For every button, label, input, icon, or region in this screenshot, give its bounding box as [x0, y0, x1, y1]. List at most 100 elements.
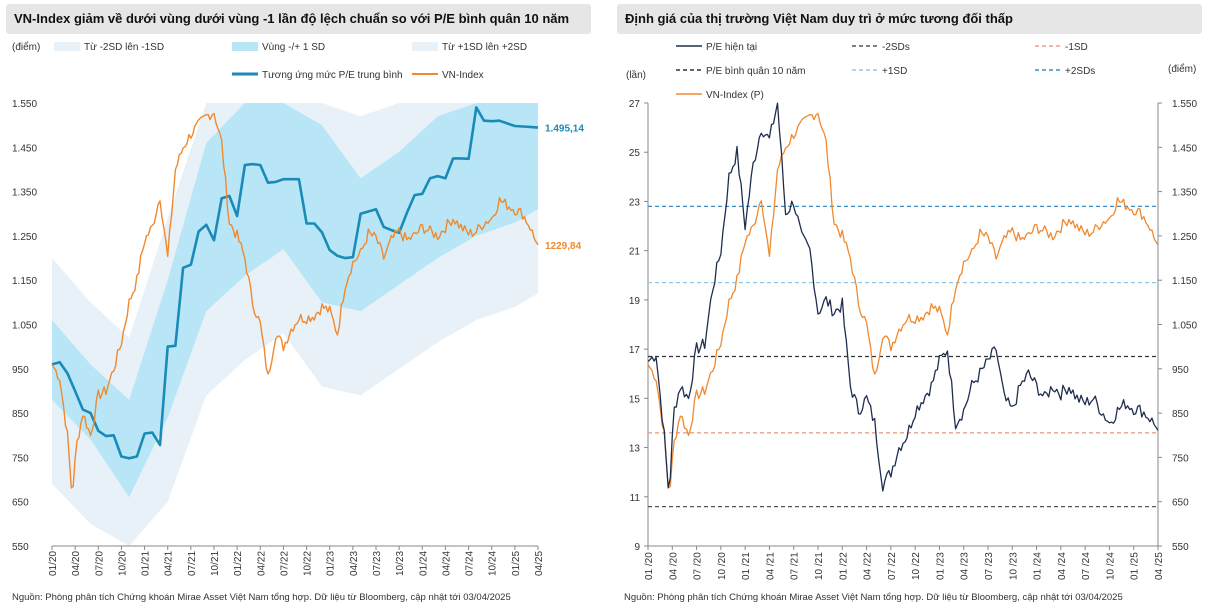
right-x-tick-label: 01 /23	[935, 552, 946, 580]
right-x-tick-label: 04 /20	[668, 552, 679, 580]
left-y-tick-label: 950	[12, 365, 29, 376]
right-y2-tick-label: 1.550	[1172, 99, 1197, 110]
left-x-tick-label: 10/24	[488, 551, 499, 576]
right-chart-source: Nguồn: Phòng phân tích Chứng khoán Mirae…	[624, 592, 1123, 603]
legend-label-minus1sd: -1SD	[1065, 42, 1088, 53]
legend-swatch-1sd-band	[232, 42, 258, 51]
left-x-tick-label: 01/21	[141, 551, 152, 576]
legend-label-minus2sd: -2SDs	[882, 42, 910, 53]
right-y2-tick-label: 650	[1172, 498, 1189, 509]
right-y2-tick-label: 1.450	[1172, 143, 1197, 154]
legend-label-vnindex: VN-Index	[442, 70, 484, 81]
series-vnindex-line	[51, 112, 539, 489]
right-y2-tick-label: 1.150	[1172, 276, 1197, 287]
right-y-tick-label: 11	[630, 493, 641, 504]
right-chart: P/E hiện tại -2SDs -1SD P/E bình quân 10 nă…	[626, 42, 1197, 580]
left-y-tick-label: 550	[12, 542, 29, 553]
left-x-tick-label: 04/22	[256, 551, 267, 576]
right-chart-title: Định giá của thị trường Việt Nam duy trì…	[617, 4, 1202, 34]
left-x-tick-label: 04/20	[71, 551, 82, 576]
left-x-tick-label: 10/22	[303, 551, 314, 576]
series-pe-line	[647, 102, 1159, 492]
left-x-tick-label: 07/24	[465, 551, 476, 576]
legend-label-pe: P/E hiện tại	[706, 42, 757, 53]
right-x-tick-label: 04 /21	[765, 552, 776, 580]
right-y2-tick-label: 1.050	[1172, 321, 1197, 332]
series-fair-pe-line	[51, 106, 538, 460]
left-x-tick-label: 04/21	[164, 551, 175, 576]
right-x-tick-label: 10 /22	[911, 552, 922, 580]
right-unit-right: (điểm)	[1168, 63, 1196, 75]
left-x-tick-label: 04/25	[534, 551, 545, 576]
left-unit-label: (điểm)	[12, 41, 40, 53]
legend-label-vnindex: VN-Index (P)	[706, 90, 764, 101]
left-x-tick-label: 04/23	[349, 551, 360, 576]
left-x-tick-label: 01/20	[48, 551, 59, 576]
left-x-tick-label: 01/22	[233, 551, 244, 576]
annotation-vnindex-value: 1229,84	[545, 241, 582, 252]
right-x-tick-label: 04 /23	[960, 552, 971, 580]
right-x-tick-label: 01 /20	[644, 552, 655, 580]
left-x-tick-label: 01/25	[511, 551, 522, 576]
band-1sd	[52, 103, 538, 498]
right-x-tick-label: 07 /23	[984, 552, 995, 580]
left-x-tick-label: 01/24	[418, 551, 429, 576]
right-x-tick-label: 10 /23	[1008, 552, 1019, 580]
right-y2-tick-label: 850	[1172, 409, 1189, 420]
left-y-tick-label: 750	[12, 453, 29, 464]
right-x-tick-label: 07 /22	[887, 552, 898, 580]
right-x-tick-label: 04 /24	[1057, 552, 1068, 580]
left-y-tick-label: 1.050	[12, 321, 37, 332]
left-x-tick-label: 07/22	[279, 551, 290, 576]
left-x-tick-label: 10/23	[395, 551, 406, 576]
annotation-fair-pe-value: 1.495,14	[545, 123, 584, 134]
right-y-tick-label: 27	[629, 99, 641, 110]
right-y2-tick-label: 1.350	[1172, 188, 1197, 199]
series-vnindex-right-line	[647, 112, 1159, 489]
right-y-tick-label: 21	[629, 247, 641, 258]
legend-label-plus2sd: Từ +1SD lên +2SD	[442, 42, 527, 53]
left-y-tick-label: 1.150	[12, 276, 37, 287]
right-x-tick-label: 01 /21	[741, 552, 752, 580]
right-y-tick-label: 9	[634, 542, 640, 553]
right-x-tick-label: 07 /21	[790, 552, 801, 580]
right-x-tick-label: 10 /20	[717, 552, 728, 580]
left-chart-title: VN-Index giảm về dưới vùng dưới vùng -1 …	[6, 4, 591, 34]
right-y2-tick-label: 950	[1172, 365, 1189, 376]
left-x-tick-label: 10/20	[117, 551, 128, 576]
right-x-tick-label: 01 /22	[838, 552, 849, 580]
right-y-tick-label: 17	[629, 345, 641, 356]
right-y-tick-label: 25	[629, 148, 641, 159]
left-x-tick-label: 07/23	[372, 551, 383, 576]
left-x-tick-label: 07/21	[187, 551, 198, 576]
right-y-tick-label: 13	[629, 444, 641, 455]
legend-label-fair-pe: Tương ứng mức P/E trung bình	[262, 70, 403, 81]
right-unit-left: (lần)	[626, 69, 646, 81]
right-y-tick-label: 23	[629, 197, 641, 208]
legend-swatch-minus2sd	[54, 42, 80, 51]
right-y2-tick-label: 550	[1172, 542, 1189, 553]
right-x-tick-label: 01 /25	[1130, 552, 1141, 580]
legend-label-plus1sd: +1SD	[882, 66, 907, 77]
right-y-tick-label: 19	[629, 296, 641, 307]
legend-label-minus2sd: Từ -2SD lên -1SD	[84, 42, 164, 53]
left-y-tick-label: 650	[12, 498, 29, 509]
right-x-tick-label: 04 /22	[863, 552, 874, 580]
right-x-tick-label: 07 /24	[1081, 552, 1092, 580]
left-legend: Từ -2SD lên -1SD Vùng -/+ 1 SD Từ +1SD lên…	[54, 42, 527, 81]
left-y-tick-label: 850	[12, 409, 29, 420]
left-y-tick-label: 1.450	[12, 143, 37, 154]
legend-label-1sd-band: Vùng -/+ 1 SD	[262, 42, 325, 53]
right-x-tick-label: 07 /20	[693, 552, 704, 580]
right-y2-tick-label: 1.250	[1172, 232, 1197, 243]
left-x-tick-label: 07/20	[94, 551, 105, 576]
left-chart-source: Nguồn: Phòng phân tích Chứng khoán Mirae…	[12, 592, 511, 603]
right-x-tick-label: 01 /24	[1033, 552, 1044, 580]
left-x-tick-label: 01/23	[326, 551, 337, 576]
left-y-tick-label: 1.550	[12, 99, 37, 110]
left-y-tick-label: 1.250	[12, 232, 37, 243]
legend-swatch-plus2sd	[412, 42, 438, 51]
right-x-tick-label: 10 /24	[1105, 552, 1116, 580]
left-chart: Từ -2SD lên -1SD Vùng -/+ 1 SD Từ +1SD lên…	[12, 41, 584, 576]
